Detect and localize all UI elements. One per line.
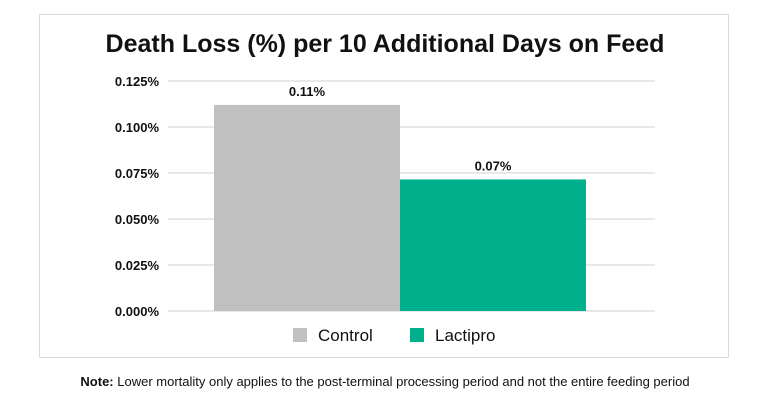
legend-label: Control [318,326,373,345]
legend-label: Lactipro [435,326,495,345]
bars: 0.11% 0.07% [214,84,586,311]
note-text: Lower mortality only applies to the post… [113,374,690,389]
y-axis: 0.000% 0.025% 0.050% 0.075% 0.100% 0.125% [115,74,160,319]
note-prefix: Note: [80,374,114,389]
legend-swatch [293,328,307,342]
y-tick-label: 0.125% [115,74,160,89]
y-tick-label: 0.000% [115,304,160,319]
legend-swatch [410,328,424,342]
bar-control [214,104,400,311]
y-tick-label: 0.025% [115,258,160,273]
legend: Control Lactipro [293,326,495,345]
footnote: Note: Lower mortality only applies to th… [0,374,770,389]
chart-title: Death Loss (%) per 10 Additional Days on… [106,30,665,58]
data-label: 0.07% [475,158,512,173]
data-label: 0.11% [289,84,326,99]
y-tick-label: 0.100% [115,120,160,135]
y-tick-label: 0.050% [115,212,160,227]
bar-lactipro [400,179,586,311]
y-tick-label: 0.075% [115,166,160,181]
